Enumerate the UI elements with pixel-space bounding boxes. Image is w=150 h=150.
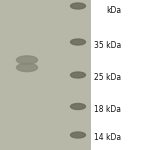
Ellipse shape — [70, 132, 86, 138]
Ellipse shape — [16, 63, 38, 72]
Text: kDa: kDa — [106, 6, 122, 15]
Text: 25 kDa: 25 kDa — [94, 74, 122, 82]
Ellipse shape — [70, 39, 86, 45]
Ellipse shape — [70, 72, 86, 78]
Ellipse shape — [70, 3, 86, 9]
FancyBboxPatch shape — [0, 0, 90, 150]
Text: 14 kDa: 14 kDa — [94, 134, 122, 142]
Ellipse shape — [16, 56, 38, 64]
FancyBboxPatch shape — [90, 0, 150, 150]
Ellipse shape — [70, 103, 86, 109]
Text: 35 kDa: 35 kDa — [94, 40, 122, 50]
Text: 18 kDa: 18 kDa — [94, 105, 122, 114]
